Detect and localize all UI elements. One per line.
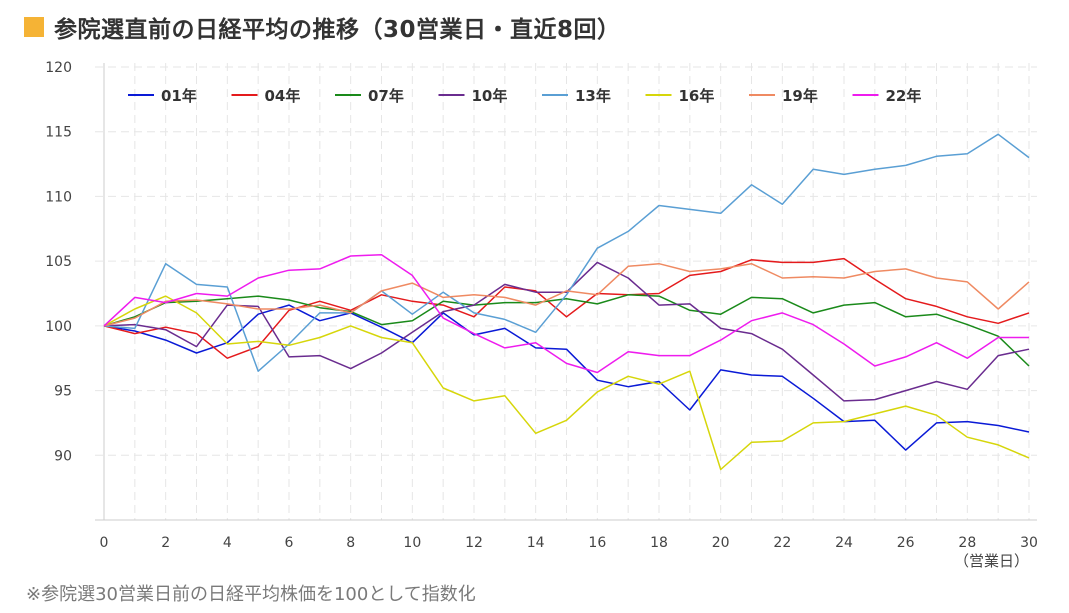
chart-axes xyxy=(95,63,1037,521)
chart-grid xyxy=(95,63,1037,520)
series-line-22年 xyxy=(103,253,1029,374)
chart-series xyxy=(103,133,1030,471)
y-axis-tick-labels: 90 95 100 105 110 115 120 xyxy=(45,60,72,464)
legend-label: 04年 xyxy=(265,87,301,105)
y-tick-label: 110 xyxy=(45,189,72,205)
y-tick-label: 100 xyxy=(45,319,72,335)
legend-label: 01年 xyxy=(161,87,197,105)
legend-label: 19年 xyxy=(782,87,818,105)
x-tick-label: 26 xyxy=(897,535,915,551)
series-line-19年 xyxy=(103,262,1030,327)
x-tick-label: 0 xyxy=(100,535,109,551)
x-tick-label: 16 xyxy=(588,535,606,551)
y-tick-label: 105 xyxy=(45,254,72,270)
legend-label: 13年 xyxy=(575,87,611,105)
x-tick-label: 28 xyxy=(958,535,976,551)
series-line-04年 xyxy=(103,257,1030,359)
legend-label: 10年 xyxy=(472,87,508,105)
x-tick-label: 12 xyxy=(465,535,483,551)
x-tick-label: 2 xyxy=(161,535,170,551)
x-tick-label: 30 xyxy=(1020,535,1038,551)
y-tick-label: 95 xyxy=(54,384,72,400)
x-tick-label: 4 xyxy=(223,535,232,551)
legend-label: 16年 xyxy=(679,87,715,105)
x-axis-unit-label: （営業日） xyxy=(954,552,1029,570)
x-tick-label: 6 xyxy=(285,535,294,551)
series-line-16年 xyxy=(103,295,1030,471)
title-square-icon xyxy=(24,17,44,37)
title-bar: 参院選直前の日経平均の推移（30営業日・直近8回） xyxy=(24,10,621,44)
series-line-01年 xyxy=(103,304,1030,451)
x-axis-tick-labels: 0 2 4 6 8 10 12 14 16 18 20 22 24 26 28 30 xyxy=(100,535,1038,551)
x-tick-label: 18 xyxy=(650,535,668,551)
chart-title: 参院選直前の日経平均の推移（30営業日・直近8回） xyxy=(54,17,621,43)
x-tick-label: 20 xyxy=(712,535,730,551)
y-tick-label: 120 xyxy=(45,60,72,76)
footnote: ※参院選30営業日前の日経平均株価を100として指数化 xyxy=(26,584,476,605)
legend-label: 07年 xyxy=(368,87,404,105)
x-tick-label: 14 xyxy=(527,535,545,551)
series-line-07年 xyxy=(103,294,1030,367)
series-line-10年 xyxy=(103,261,1030,402)
x-tick-label: 24 xyxy=(835,535,853,551)
chart-legend: 01年 04年 07年 10年 13年 16年 19年 22年 xyxy=(128,87,921,105)
y-tick-label: 90 xyxy=(54,448,72,464)
x-tick-label: 22 xyxy=(773,535,791,551)
legend-label: 22年 xyxy=(886,87,922,105)
x-tick-label: 8 xyxy=(346,535,355,551)
y-tick-label: 115 xyxy=(45,125,72,141)
x-tick-label: 10 xyxy=(403,535,421,551)
series-line-13年 xyxy=(103,133,1030,372)
